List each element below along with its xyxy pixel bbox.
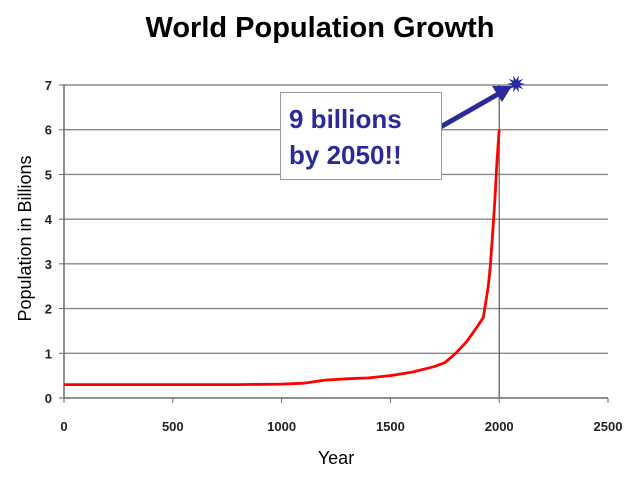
y-tick-label-3: 3	[45, 257, 52, 272]
axes	[59, 84, 609, 403]
x-tick-label-1000: 1000	[267, 419, 296, 434]
annotation-box: 9 billions by 2050!!	[280, 92, 442, 180]
y-tick-label-4: 4	[45, 212, 53, 227]
y-tick-label-0: 0	[45, 391, 52, 406]
x-tick-label-500: 500	[162, 419, 184, 434]
x-tick-label-0: 0	[60, 419, 67, 434]
annotation-line-2: by 2050!!	[289, 140, 402, 170]
annotation-arrow-head	[492, 86, 512, 102]
series-group	[64, 129, 501, 387]
x-tick-label-1500: 1500	[376, 419, 405, 434]
y-tick-label-6: 6	[45, 123, 52, 138]
series-line-0	[64, 129, 501, 387]
x-tick-label-2500: 2500	[594, 419, 623, 434]
annotation-arrow-group	[428, 75, 525, 136]
y-tick-label-7: 7	[45, 78, 52, 93]
y-axis-label: Population in Billions	[15, 155, 35, 321]
x-tick-label-2000: 2000	[485, 419, 514, 434]
chart-title: World Population Growth	[145, 12, 495, 44]
annotation-line-1: 9 billions	[289, 104, 402, 134]
x-axis-label: Year	[318, 448, 354, 468]
y-tick-label-1: 1	[45, 346, 52, 361]
starburst-icon	[507, 75, 525, 93]
y-tick-label-5: 5	[45, 167, 52, 182]
y-tick-label-2: 2	[45, 302, 52, 317]
tick-labels: 0 1 2 3 4 5 6 7 0 500 1000 1500 2000 2500	[45, 78, 623, 434]
